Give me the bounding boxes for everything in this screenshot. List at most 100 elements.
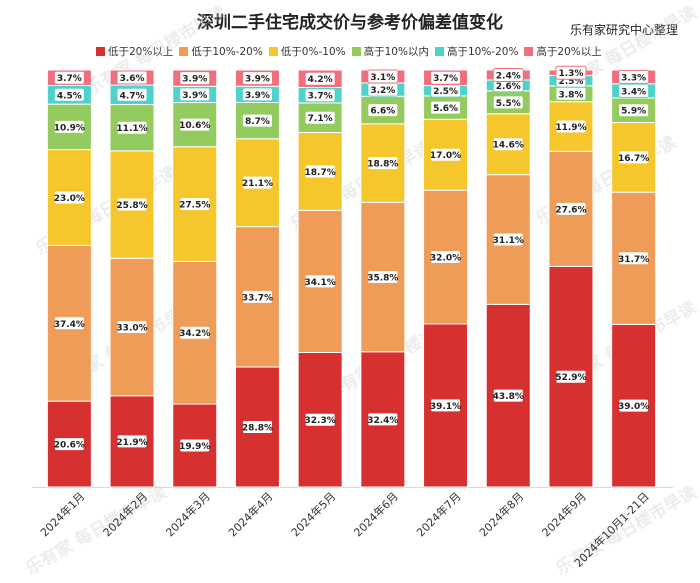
data-label: 2.6% [496, 82, 521, 92]
data-label: 4.5% [57, 91, 82, 101]
data-label-box [492, 68, 524, 83]
legend-swatch [434, 47, 444, 56]
data-label: 2.4% [496, 72, 521, 82]
legend-label: 低于0%-10% [280, 46, 346, 58]
data-label-box [53, 316, 85, 331]
data-label-box [241, 420, 273, 435]
data-label: 3.9% [182, 91, 207, 101]
data-label: 32.4% [367, 416, 398, 426]
data-label: 5.9% [621, 107, 646, 117]
data-label-box [179, 87, 211, 102]
x-tick-label: 2024年5月 [288, 489, 338, 539]
legend-item: 低于20%以上 [96, 44, 173, 59]
data-label: 4.2% [308, 75, 333, 85]
data-label-box [492, 232, 524, 247]
data-label: 3.8% [558, 90, 583, 100]
data-label: 6.6% [370, 107, 395, 117]
data-label: 11.1% [116, 124, 147, 134]
data-label: 8.7% [245, 117, 270, 127]
data-label: 32.0% [430, 254, 461, 264]
data-label: 34.2% [179, 329, 210, 339]
data-label-box [241, 87, 273, 102]
data-label-box [492, 137, 524, 152]
data-label-box [241, 113, 273, 128]
data-label-box [179, 438, 211, 453]
data-label: 3.7% [308, 92, 333, 102]
data-label-box [367, 103, 399, 118]
legend-item: 高于10%以内 [351, 44, 429, 59]
x-tick-label: 2024年9月 [539, 489, 589, 539]
data-label-box [53, 437, 85, 452]
data-label: 2.5% [433, 87, 458, 97]
data-label: 39.1% [430, 402, 461, 412]
data-label-box [618, 69, 650, 84]
data-label-box [179, 117, 211, 132]
data-label-box [116, 87, 148, 102]
data-label: 10.6% [179, 121, 210, 131]
data-label: 3.9% [245, 75, 270, 85]
data-label: 39.0% [618, 402, 649, 412]
data-label: 43.8% [493, 392, 524, 402]
data-label: 27.5% [179, 201, 210, 211]
legend-swatch [96, 47, 105, 56]
legend-label: 高于10%以内 [363, 46, 429, 58]
data-label: 11.9% [555, 123, 586, 133]
legend-swatch [179, 47, 189, 56]
data-label-box [618, 251, 650, 266]
data-label-box [555, 65, 587, 80]
data-label-box [430, 398, 462, 413]
data-label: 23.0% [54, 194, 85, 204]
data-label: 18.8% [367, 160, 398, 170]
data-label-box [618, 83, 650, 98]
data-label-box [430, 100, 462, 115]
data-label: 27.6% [555, 205, 586, 215]
data-label-box [116, 120, 148, 135]
data-label: 10.9% [54, 123, 85, 133]
data-label: 3.2% [370, 86, 395, 96]
data-label-box [555, 119, 587, 134]
data-label: 5.5% [496, 99, 521, 109]
data-label: 3.7% [57, 74, 82, 84]
data-label-box [53, 190, 85, 205]
data-label: 31.7% [618, 255, 649, 265]
legend-swatch [524, 47, 534, 56]
data-label-box [179, 71, 211, 86]
data-label-box [116, 70, 148, 85]
data-label: 21.1% [242, 179, 273, 189]
data-label-box [555, 201, 587, 216]
data-label-box [304, 88, 336, 103]
data-label: 52.9% [555, 373, 586, 383]
data-label: 32.3% [305, 416, 336, 426]
data-label-box [367, 156, 399, 171]
data-label: 33.7% [242, 293, 273, 303]
data-label: 28.8% [242, 424, 273, 434]
x-tick-label: 2024年6月 [351, 489, 401, 539]
data-label: 21.9% [116, 438, 147, 448]
data-label-box [430, 70, 462, 85]
data-label: 3.1% [370, 73, 395, 83]
data-label: 7.1% [308, 114, 333, 124]
data-label-box [430, 147, 462, 162]
data-label: 25.8% [116, 201, 147, 211]
source-note: 乐有家研究中心整理 [569, 23, 678, 37]
data-label: 17.0% [430, 151, 461, 161]
data-label-box [116, 320, 148, 335]
data-label-box [304, 164, 336, 179]
data-label-box [555, 369, 587, 384]
legend-label: 低于20%以上 [108, 46, 174, 58]
data-label: 20.6% [54, 441, 85, 451]
x-tick-label: 2024年7月 [413, 489, 463, 539]
data-label-box [53, 119, 85, 134]
data-label-box [618, 398, 650, 413]
legend-swatch [268, 47, 278, 56]
data-label: 3.9% [245, 91, 270, 101]
chart-title: 深圳二手住宅成交价与参考价偏差值变化 [197, 13, 503, 33]
x-tick-label: 2024年8月 [476, 489, 526, 539]
data-label-box [116, 197, 148, 212]
data-label: 1.3% [558, 69, 583, 79]
data-label-box [53, 70, 85, 85]
data-label: 5.6% [433, 104, 458, 114]
legend-label: 高于10%-20% [446, 46, 519, 58]
